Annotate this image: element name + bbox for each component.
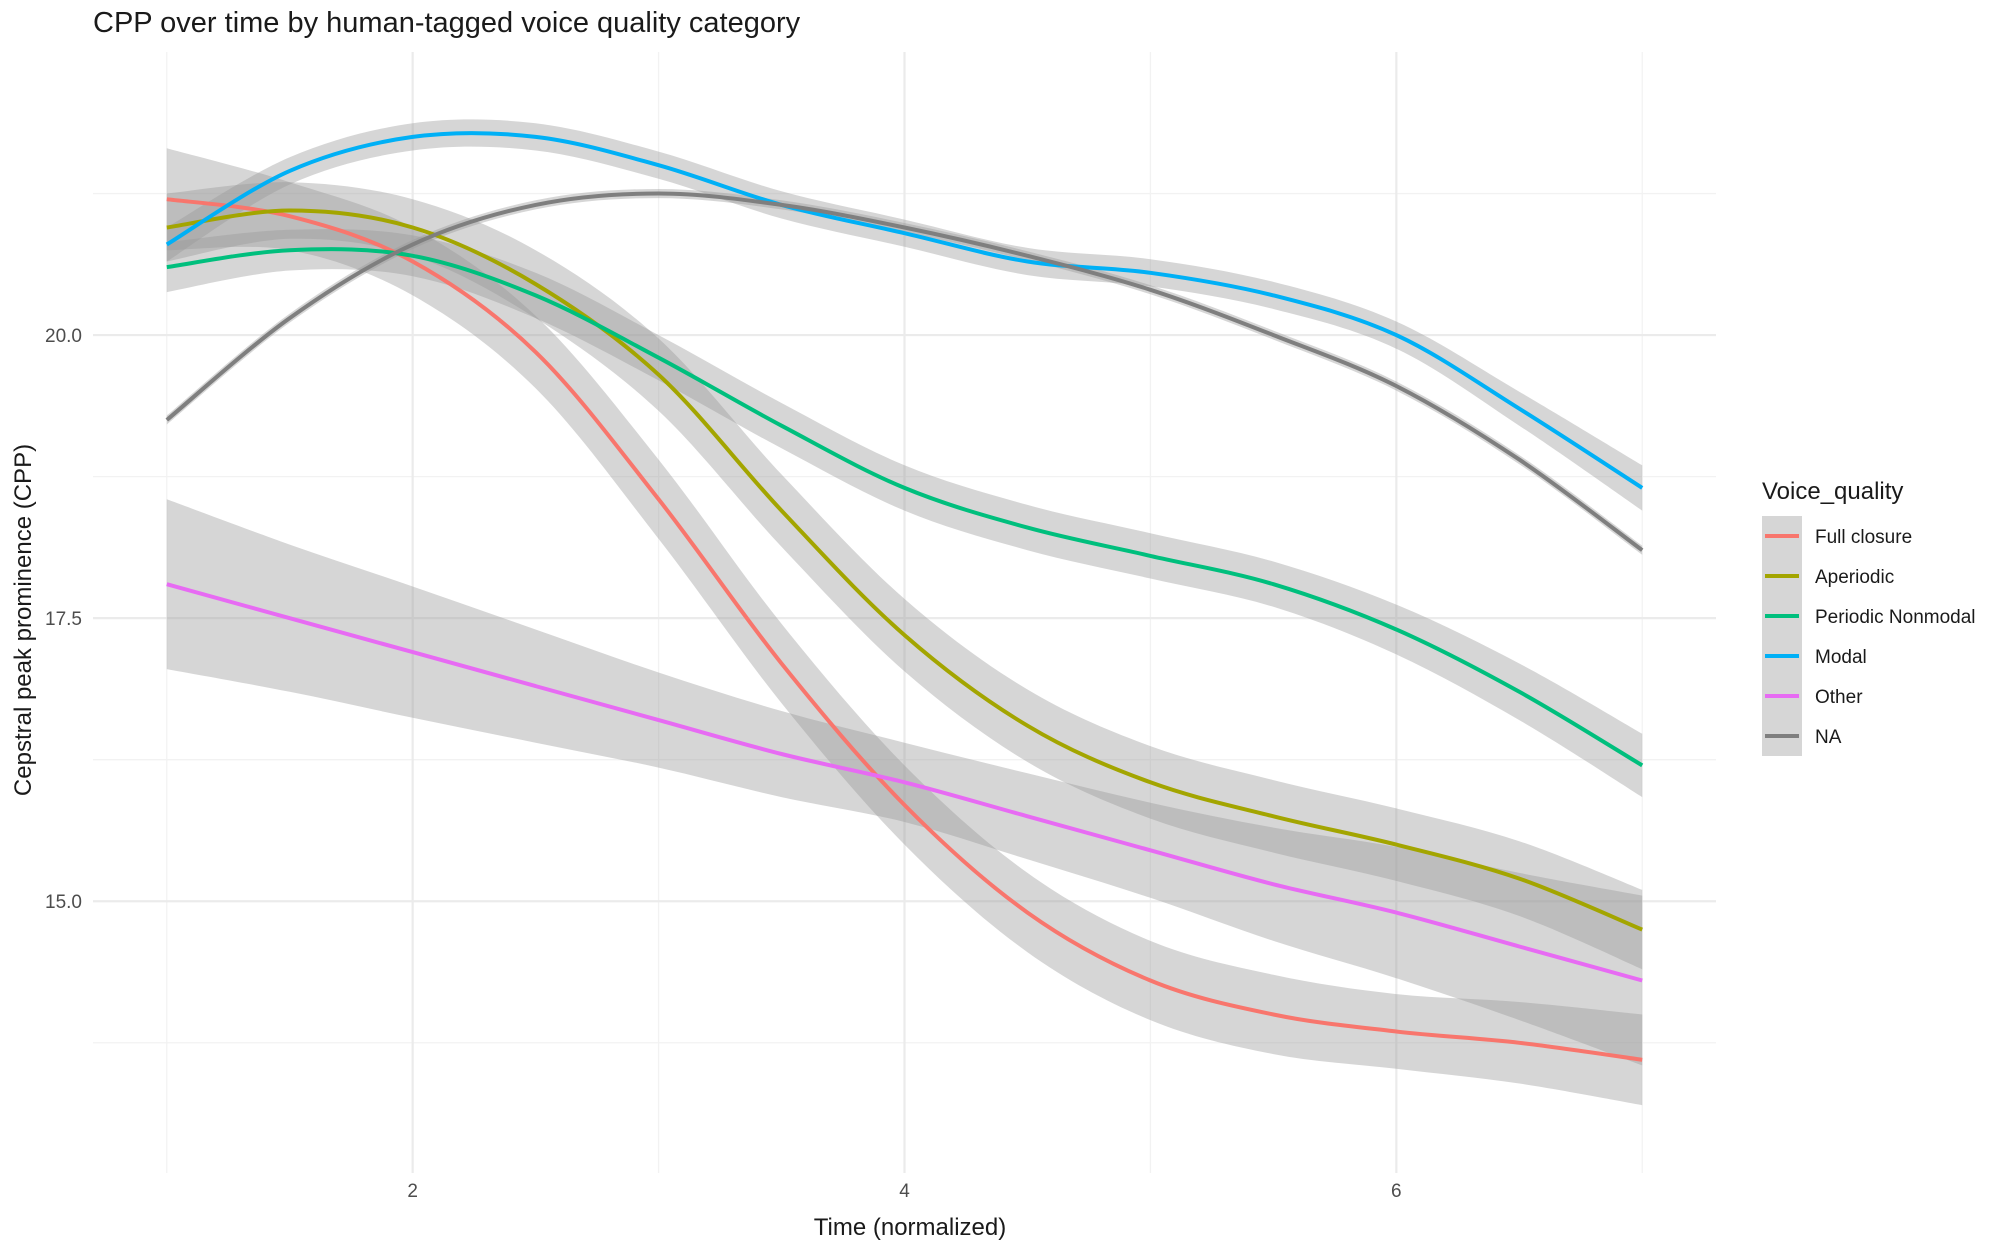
legend-label: NA [1815,727,1842,748]
x-tick-label: 4 [899,1181,910,1202]
line-na [165,191,1644,552]
y-tick-label: 17.5 [45,609,82,630]
line-other [166,582,1643,983]
x-tick-label: 2 [407,1181,418,1202]
x-axis-title: Time (normalized) [814,1214,1006,1241]
ribbon-full-closure [166,148,1643,1106]
plot-grid [93,52,1716,1173]
legend-items: Full closure Aperiodic Periodic Nonmodal Mo… [1762,516,1976,756]
legend-item-periodic-nonmodal: Periodic Nonmodal [1762,596,1976,636]
chart-title: CPP over time by human-tagged voice qual… [93,7,801,39]
legend-label: Other [1815,687,1863,708]
legend-item-na: NA [1762,716,1842,756]
legend-label: Modal [1815,647,1867,668]
y-tick-label: 20.0 [45,326,82,347]
x-tick-label: 6 [1391,1181,1402,1202]
line-periodic-nonmodal [166,247,1644,768]
series-lines [165,131,1644,1062]
legend-item-full-closure: Full closure [1762,516,1912,556]
legend-label: Aperiodic [1815,567,1894,588]
legend-title: Voice_quality [1762,478,1903,505]
line-aperiodic [166,208,1643,932]
y-tick-label: 15.0 [45,892,82,913]
x-axis-ticks: 2 4 6 [407,1181,1401,1202]
line-modal [165,131,1644,490]
legend-item-modal: Modal [1762,636,1867,676]
legend-label: Full closure [1815,527,1912,548]
line-full-closure [166,197,1643,1062]
legend-item-other: Other [1762,676,1863,716]
legend: Voice_quality Full closure Aperiodic Perio… [1762,478,1976,756]
legend-label: Periodic Nonmodal [1815,607,1976,628]
legend-item-aperiodic: Aperiodic [1762,556,1894,596]
y-axis-title: Cepstral peak prominence (CPP) [10,444,37,796]
ribbon-aperiodic [166,182,1643,970]
y-axis-ticks: 15.0 17.5 20.0 [45,326,82,913]
